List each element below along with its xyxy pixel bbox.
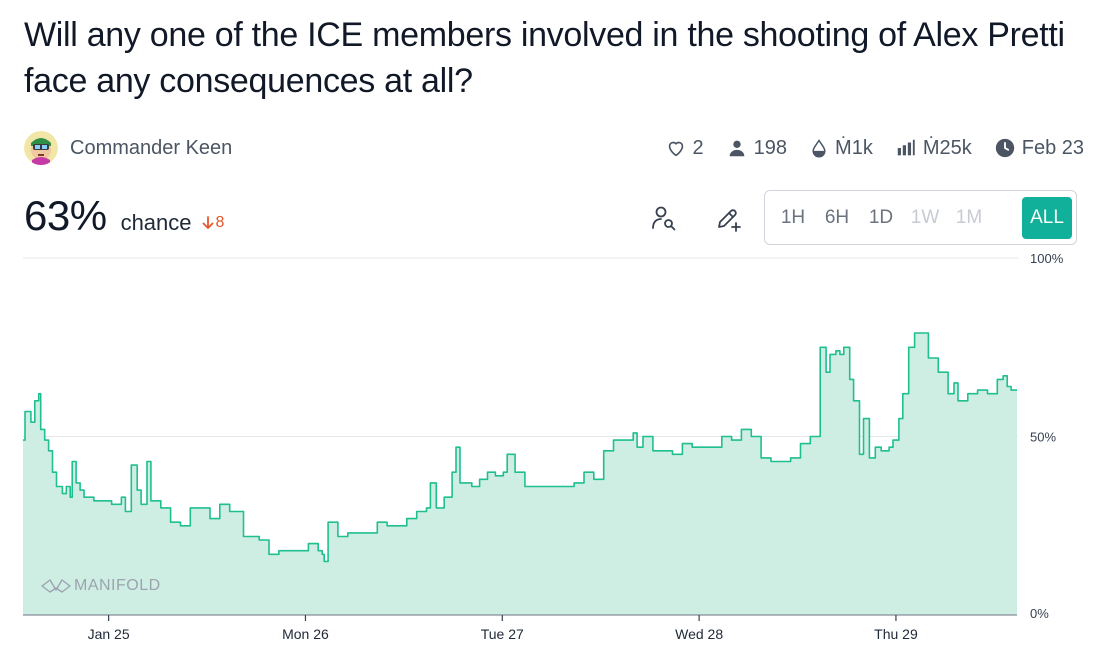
volume-stat[interactable]: Ṁ25k — [895, 137, 972, 160]
arrow-down-icon — [202, 216, 213, 229]
probability-change-value: 8 — [215, 214, 225, 231]
edit-market-button[interactable] — [710, 200, 746, 236]
traders-stat[interactable]: 198 — [726, 137, 787, 160]
pencil-plus-icon — [718, 209, 741, 232]
probability-label: chance — [120, 210, 192, 235]
chart-canvas: Jan 25 Mon 26 Tue 27 Wed 28 Thu 29 100% 50% 0% M… — [23, 251, 1064, 642]
user-search-icon — [652, 206, 676, 231]
y-tick-label: 50% — [1030, 430, 1056, 445]
range-button-all[interactable]: ALL — [1022, 196, 1072, 239]
heart-icon — [668, 141, 683, 157]
market-meta-row: Commander Keen 2 198 Ṁ1k Ṁ25k Feb 23 — [24, 128, 1084, 168]
chart-watermark: MANIFOLD — [74, 577, 161, 594]
liquidity-amount: Ṁ1k — [835, 136, 873, 159]
x-tick-label: Tue 27 — [481, 626, 524, 642]
user-positions-button[interactable] — [646, 200, 682, 236]
clock-icon — [995, 138, 1014, 158]
avatar[interactable] — [24, 131, 58, 165]
range-button-1h[interactable]: 1H — [780, 206, 806, 228]
range-button-1w[interactable]: 1W — [910, 206, 940, 228]
x-tick-label: Thu 29 — [874, 626, 918, 642]
time-range-selector: 1H 6H 1D 1W 1M ALL — [764, 190, 1077, 245]
series-area — [23, 333, 1017, 615]
likes-stat[interactable]: 2 — [665, 137, 704, 160]
close-date-stat[interactable]: Feb 23 — [994, 137, 1084, 160]
traders-count: 198 — [753, 136, 788, 159]
droplet-icon — [812, 139, 826, 158]
series-line — [23, 332, 1017, 563]
bar-chart-icon — [897, 139, 915, 156]
user-icon — [729, 140, 744, 157]
probability-chart: Jan 25 Mon 26 Tue 27 Wed 28 Thu 29 100% 50% 0% M… — [0, 250, 1106, 652]
probability-value: 63% — [24, 192, 107, 239]
range-button-1m[interactable]: 1M — [955, 206, 983, 228]
range-button-6h[interactable]: 6H — [824, 206, 850, 228]
author-name[interactable]: Commander Keen — [70, 136, 233, 159]
author[interactable]: Commander Keen — [24, 131, 232, 165]
close-date: Feb 23 — [1021, 136, 1084, 159]
probability-display: 63% chance 8 — [24, 192, 224, 240]
y-tick-label: 100% — [1030, 251, 1064, 266]
manifold-logo-icon — [41, 579, 71, 593]
market-title: Will any one of the ICE members involved… — [24, 16, 1065, 100]
x-tick-label: Mon 26 — [282, 626, 329, 642]
likes-count: 2 — [692, 136, 704, 159]
probability-change: 8 — [202, 214, 225, 232]
range-button-1d[interactable]: 1D — [868, 206, 894, 228]
y-tick-label: 0% — [1030, 606, 1049, 621]
x-tick-label: Wed 28 — [675, 626, 723, 642]
market-stats: 2 198 Ṁ1k Ṁ25k Feb 23 — [665, 137, 1084, 160]
volume-amount: Ṁ25k — [922, 136, 972, 159]
x-tick-label: Jan 25 — [88, 626, 130, 642]
liquidity-stat[interactable]: Ṁ1k — [809, 137, 873, 160]
